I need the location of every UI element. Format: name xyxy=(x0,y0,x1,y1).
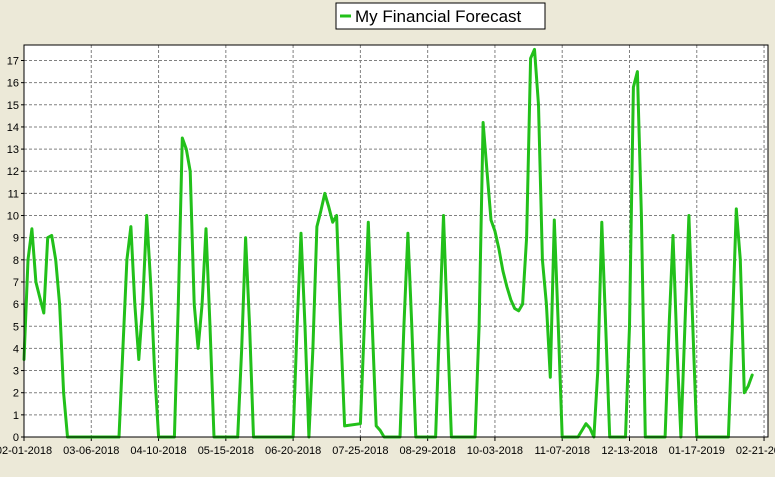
y-tick-label: 12 xyxy=(7,166,19,178)
x-tick-label: 07-25-2018 xyxy=(332,445,388,457)
plot-border xyxy=(23,44,769,438)
legend-box xyxy=(335,2,546,30)
x-tick-label: 12-13-2018 xyxy=(601,445,657,457)
y-tick-label: 9 xyxy=(13,233,19,245)
y-tick-label: 10 xyxy=(7,211,19,223)
y-tick-label: 15 xyxy=(7,100,19,112)
y-tick-label: 4 xyxy=(13,343,19,355)
x-tick-label: 04-10-2018 xyxy=(130,445,186,457)
plot-area xyxy=(24,45,768,437)
y-tick-label: 17 xyxy=(7,56,19,68)
y-tick-label: 16 xyxy=(7,78,19,90)
x-tick-label: 06-20-2018 xyxy=(265,445,321,457)
legend-entry-label: My Financial Forecast xyxy=(355,7,522,26)
y-tick-label: 8 xyxy=(13,255,19,267)
y-tick-label: 6 xyxy=(13,299,19,311)
x-tick-label: 10-03-2018 xyxy=(467,445,523,457)
y-tick-label: 13 xyxy=(7,144,19,156)
x-tick-label: 08-29-2018 xyxy=(400,445,456,457)
x-tick-label: 02-01-2018 xyxy=(0,445,52,457)
x-tick-label: 05-15-2018 xyxy=(198,445,254,457)
y-tick-label: 11 xyxy=(8,188,19,200)
y-tick-label: 5 xyxy=(13,321,19,333)
y-tick-label: 14 xyxy=(7,122,19,134)
y-tick-label: 2 xyxy=(13,388,19,400)
x-tick-label: 03-06-2018 xyxy=(63,445,119,457)
legend: My Financial Forecast xyxy=(335,2,546,30)
x-tick-label: 01-17-2019 xyxy=(669,445,725,457)
y-tick-label: 1 xyxy=(13,410,19,422)
x-tick-label: 02-21-2019 xyxy=(736,445,775,457)
y-tick-label: 3 xyxy=(13,366,19,378)
x-axis: 02-01-2018 03-06-2018 04-10-2018 05-15-2018… xyxy=(0,437,775,457)
series-line-my-financial-forecast xyxy=(22,47,754,439)
x-tick-label: 11-07-2018 xyxy=(534,445,589,457)
y-tick-label: 7 xyxy=(13,277,19,289)
y-tick-label: 0 xyxy=(13,432,19,444)
gridlines xyxy=(24,45,768,437)
